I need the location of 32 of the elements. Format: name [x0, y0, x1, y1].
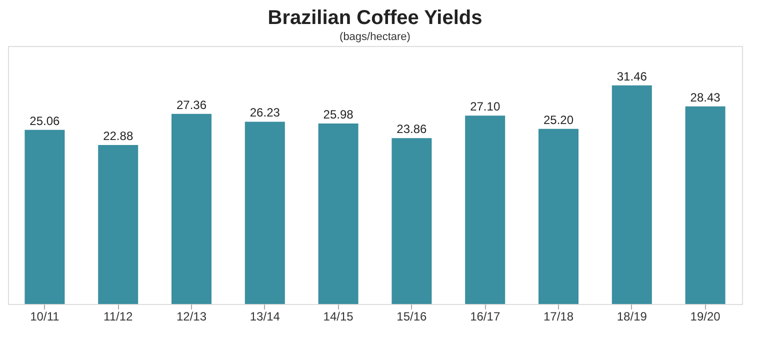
data-label: 31.46 — [616, 69, 648, 84]
bar — [392, 138, 432, 304]
data-label: 28.43 — [690, 90, 721, 104]
x-tick-label: 11/12 — [104, 310, 133, 324]
bar — [612, 85, 652, 304]
data-label: 22.88 — [103, 128, 134, 143]
x-tick-label: 13/14 — [250, 310, 280, 324]
x-tick-label: 14/15 — [323, 310, 354, 324]
bar — [24, 130, 65, 304]
x-tick-label: 10/11 — [30, 310, 60, 324]
data-label: 25.06 — [30, 114, 60, 128]
bar — [318, 123, 358, 304]
data-label: 23.86 — [396, 122, 428, 136]
bar — [465, 116, 506, 304]
bar — [244, 122, 285, 304]
x-tick-label: 19/20 — [690, 310, 721, 324]
bar — [538, 128, 578, 304]
data-label: 26.23 — [250, 106, 280, 120]
data-label: 25.20 — [543, 112, 574, 127]
x-tick-label: 18/19 — [616, 310, 648, 324]
bar — [685, 106, 726, 304]
chart-subtitle: (bags/hectare) — [340, 31, 410, 43]
data-label: 25.98 — [323, 107, 354, 122]
x-tick-label: 16/17 — [470, 310, 500, 324]
x-tick-label: 12/13 — [176, 310, 207, 324]
data-label: 27.10 — [470, 100, 500, 114]
data-label: 27.36 — [176, 98, 207, 112]
bar — [98, 144, 138, 304]
x-tick-label: 15/16 — [396, 310, 428, 324]
bar — [172, 114, 212, 304]
x-tick-label: 17/18 — [543, 310, 574, 324]
chart-title: Brazilian Coffee Yields — [268, 7, 482, 29]
